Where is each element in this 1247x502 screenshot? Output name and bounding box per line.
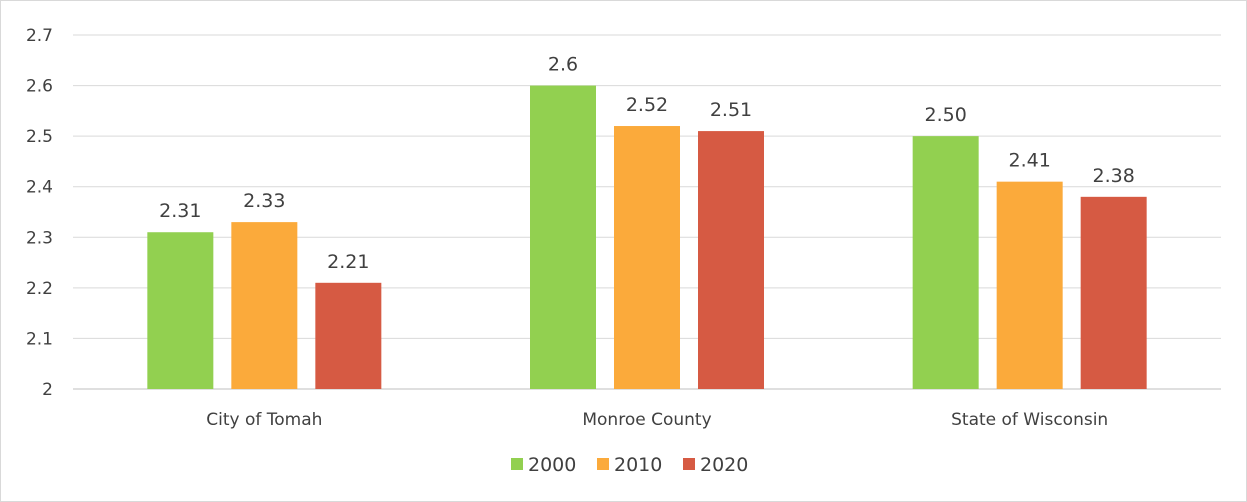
y-tick-label: 2.1 — [26, 329, 53, 349]
legend-label: 2000 — [528, 454, 576, 476]
y-tick-label: 2.5 — [26, 127, 53, 147]
data-label: 2.51 — [710, 99, 752, 121]
legend-swatch — [597, 458, 609, 470]
category-label: Monroe County — [582, 410, 711, 430]
legend: 2000 2010 2020 — [511, 454, 748, 476]
data-label: 2.33 — [243, 190, 285, 212]
legend-swatch — [683, 458, 695, 470]
bar-2020 — [315, 282, 382, 389]
data-label: 2.41 — [1009, 150, 1051, 172]
data-label: 2.21 — [327, 251, 369, 273]
y-axis-ticks: 2 2.1 2.2 2.3 2.4 2.5 2.6 2.7 — [26, 26, 53, 400]
bar-2020 — [698, 131, 764, 390]
data-label: 2.38 — [1093, 165, 1135, 187]
data-label: 2.31 — [159, 200, 201, 222]
legend-label: 2010 — [614, 454, 662, 476]
x-axis-categories: City of Tomah Monroe County State of Wisco… — [206, 410, 1108, 430]
bar-2020 — [1080, 196, 1147, 389]
bars — [147, 85, 1147, 390]
y-tick-label: 2.4 — [26, 178, 53, 198]
data-label: 2.52 — [626, 94, 668, 116]
y-tick-label: 2.6 — [26, 77, 53, 97]
category-label: State of Wisconsin — [951, 410, 1108, 430]
bar-2000 — [530, 85, 596, 390]
bar-2000 — [147, 232, 214, 389]
bar-2010 — [996, 181, 1063, 389]
bar-2010 — [614, 126, 680, 390]
y-tick-label: 2 — [42, 380, 53, 400]
legend-label: 2020 — [700, 454, 748, 476]
bar-2010 — [231, 222, 298, 389]
y-tick-label: 2.2 — [26, 279, 53, 299]
category-label: City of Tomah — [206, 410, 322, 430]
y-tick-label: 2.7 — [26, 26, 53, 46]
data-label: 2.6 — [548, 54, 578, 76]
y-tick-label: 2.3 — [26, 228, 53, 248]
legend-swatch — [511, 458, 523, 470]
bar-2000 — [912, 136, 979, 389]
data-labels: 2.31 2.33 2.21 2.6 2.52 2.51 2.50 2.41 2.38 — [159, 54, 1135, 273]
data-label: 2.50 — [925, 104, 967, 126]
